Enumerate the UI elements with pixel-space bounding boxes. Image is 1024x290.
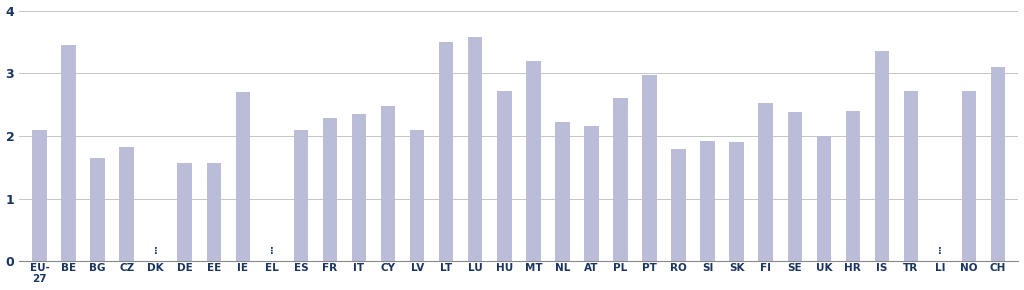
Bar: [584, 126, 599, 262]
Bar: [294, 130, 308, 262]
Bar: [90, 158, 104, 262]
Text: ⋮: ⋮: [267, 246, 276, 256]
Bar: [526, 61, 541, 262]
Bar: [787, 112, 802, 262]
Bar: [352, 114, 367, 262]
Bar: [410, 130, 424, 262]
Bar: [555, 122, 569, 262]
Bar: [904, 91, 919, 262]
Bar: [468, 37, 482, 262]
Bar: [700, 141, 715, 262]
Bar: [61, 45, 76, 262]
Bar: [323, 118, 337, 262]
Bar: [874, 51, 889, 262]
Bar: [177, 163, 193, 262]
Text: ⋮: ⋮: [151, 246, 161, 256]
Bar: [962, 91, 976, 262]
Bar: [497, 91, 512, 262]
Bar: [236, 92, 250, 262]
Bar: [381, 106, 395, 262]
Bar: [991, 67, 1006, 262]
Bar: [439, 42, 454, 262]
Bar: [207, 163, 221, 262]
Bar: [672, 148, 686, 262]
Bar: [32, 130, 47, 262]
Bar: [613, 98, 628, 262]
Bar: [642, 75, 656, 262]
Bar: [120, 147, 134, 262]
Bar: [729, 142, 743, 262]
Text: ⋮: ⋮: [935, 246, 945, 256]
Bar: [759, 104, 773, 262]
Bar: [816, 136, 831, 262]
Bar: [846, 111, 860, 262]
